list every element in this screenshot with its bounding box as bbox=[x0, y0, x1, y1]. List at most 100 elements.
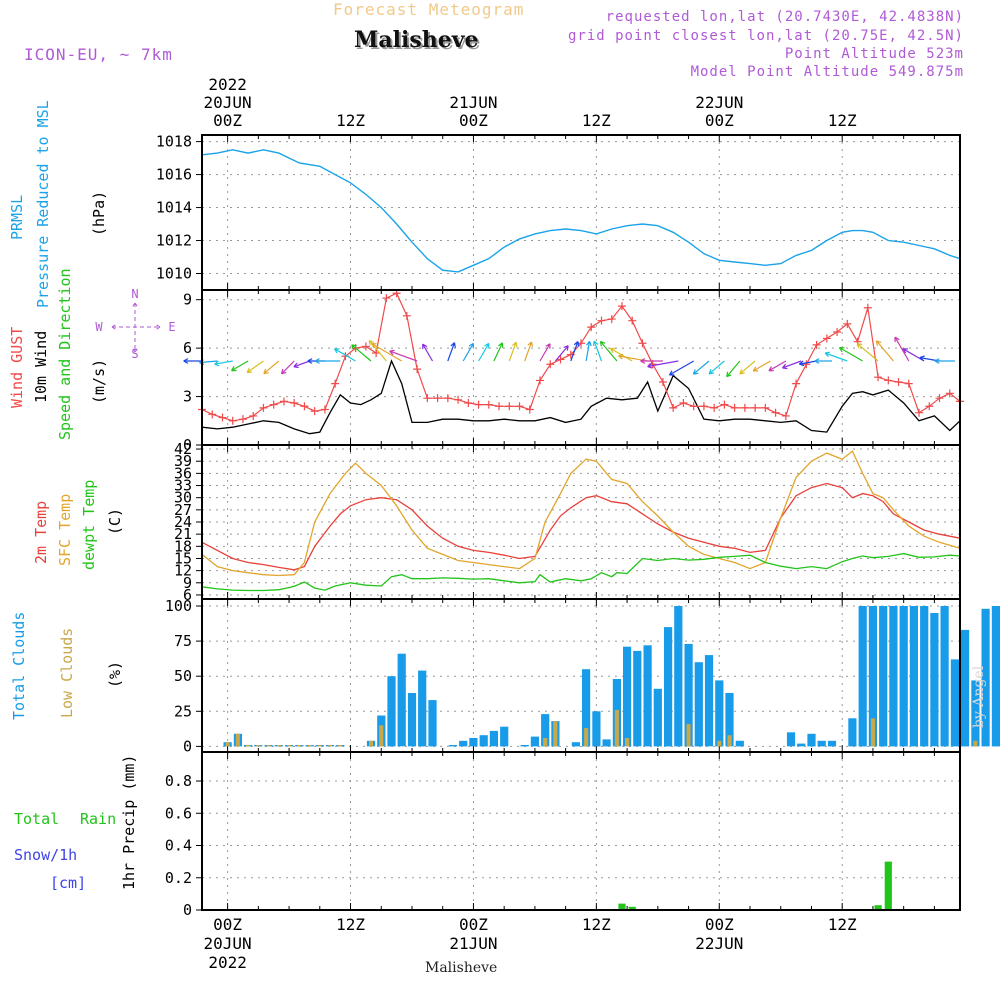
clouds-ytick-label: 100 bbox=[165, 597, 192, 615]
wind-label-speed-dir: Speed and Direction bbox=[56, 268, 74, 440]
top-time-label: 12Z bbox=[582, 111, 611, 130]
wind-direction-arrow bbox=[554, 345, 569, 362]
top-time-label: 00Z bbox=[459, 111, 488, 130]
temperature-ytick-label: 18 bbox=[174, 537, 192, 555]
wind-direction-arrow bbox=[447, 342, 456, 362]
low-cloud-bar bbox=[307, 745, 312, 747]
low-cloud-bar bbox=[584, 728, 589, 747]
bottom-time-label: 22JUN bbox=[695, 934, 743, 953]
wind-gust-point bbox=[505, 402, 514, 411]
low-cloud-bar bbox=[317, 745, 322, 747]
total-cloud-bar bbox=[582, 669, 591, 747]
chart-subtitle: Forecast Meteogram bbox=[333, 0, 525, 19]
total-cloud-bar bbox=[899, 606, 908, 747]
wind-direction-arrow bbox=[389, 349, 418, 362]
total-cloud-bar bbox=[797, 743, 806, 747]
total-cloud-bar bbox=[807, 733, 816, 747]
temp-label-sfc: SFC Temp bbox=[56, 494, 74, 566]
temp-line-dew bbox=[201, 552, 961, 592]
total-cloud-bar bbox=[909, 606, 918, 747]
wind-direction-arrow bbox=[263, 360, 280, 375]
wind-direction-arrow bbox=[856, 343, 879, 362]
wind-direction-arrow bbox=[246, 360, 264, 374]
wind-panel-frame bbox=[201, 289, 961, 446]
low-cloud-bar bbox=[379, 725, 384, 747]
grid-point-location: grid point closest lon,lat (20.75E, 42.5… bbox=[567, 28, 964, 44]
wind-direction-arrow bbox=[768, 360, 787, 372]
wind-gust-point bbox=[669, 403, 678, 412]
pressure-unit: (hPa) bbox=[90, 191, 108, 236]
total-cloud-bar bbox=[817, 740, 826, 747]
total-cloud-bar bbox=[397, 653, 406, 747]
wind-gust-point bbox=[843, 319, 852, 328]
total-cloud-bar bbox=[940, 606, 949, 747]
clouds-panel-frame bbox=[201, 598, 961, 753]
wind-direction-arrow bbox=[422, 343, 434, 362]
bottom-time-label: 00Z bbox=[459, 915, 488, 934]
total-cloud-bar bbox=[541, 714, 550, 747]
top-time-label: 00Z bbox=[213, 111, 242, 130]
pressure-line bbox=[201, 149, 961, 273]
wind-ytick-label: 3 bbox=[183, 388, 192, 406]
wind-direction-arrow bbox=[640, 358, 663, 364]
wind-gust-point bbox=[833, 327, 842, 336]
wind-gust-point bbox=[710, 403, 719, 412]
total-cloud-bar bbox=[571, 742, 580, 747]
total-cloud-bar bbox=[889, 606, 898, 747]
low-cloud-bar bbox=[246, 745, 251, 747]
total-cloud-bar bbox=[407, 693, 417, 747]
low-cloud-bar bbox=[717, 740, 722, 747]
total-cloud-bar bbox=[858, 606, 867, 747]
wind-gust-point bbox=[689, 402, 698, 411]
wind-gust-point bbox=[218, 413, 227, 422]
bottom-time-label: 21JUN bbox=[449, 934, 497, 953]
wind-gust-point bbox=[423, 394, 432, 403]
top-time-label: 20JUN bbox=[204, 93, 252, 112]
wind-gust-point bbox=[546, 360, 555, 369]
wind-gust-point bbox=[300, 402, 309, 411]
precip-ylabel: 1hr Precip (mm) bbox=[120, 755, 138, 890]
model-point-altitude: Model Point Altitude 549.875m bbox=[690, 64, 964, 80]
wind-direction-arrow bbox=[524, 341, 533, 362]
top-time-label: 12Z bbox=[828, 111, 857, 130]
total-cloud-bar bbox=[459, 740, 468, 747]
wind-direction-arrow bbox=[647, 360, 679, 369]
wind-direction-arrow bbox=[314, 358, 341, 364]
wind-direction-arrow bbox=[739, 360, 756, 375]
total-cloud-bar bbox=[735, 740, 744, 747]
bottom-time-label: 12Z bbox=[582, 915, 611, 934]
low-cloud-bar bbox=[256, 745, 261, 747]
wind-direction-arrow bbox=[726, 360, 741, 378]
low-cloud-bar bbox=[369, 740, 374, 747]
low-cloud-bar bbox=[614, 709, 619, 747]
total-cloud-bar bbox=[418, 670, 427, 747]
low-cloud-bar bbox=[276, 745, 281, 747]
wind-gust-point bbox=[761, 403, 770, 412]
precip-ytick-label: 0.4 bbox=[165, 837, 192, 855]
wind-label-10m: 10m Wind bbox=[32, 331, 50, 403]
pressure-ytick-label: 1016 bbox=[156, 166, 192, 184]
wind-gust-point bbox=[372, 348, 381, 357]
temp-label-2m: 2m Temp bbox=[32, 501, 50, 564]
wind-direction-arrow bbox=[692, 360, 710, 375]
total-cloud-bar bbox=[971, 680, 980, 747]
total-cloud-bar bbox=[694, 662, 703, 747]
clouds-label-low: Low Clouds bbox=[58, 628, 76, 718]
compass-east: E bbox=[168, 320, 175, 334]
wind-direction-arrow bbox=[508, 341, 518, 362]
wind-direction-arrow bbox=[570, 341, 580, 362]
wind-gust-point bbox=[617, 302, 626, 311]
wind-gust-point bbox=[597, 316, 606, 325]
wind-gust-point bbox=[771, 408, 780, 417]
compass-rose-icon bbox=[111, 302, 161, 353]
temperature-ytick-label: 12 bbox=[174, 562, 192, 580]
total-cloud-bar bbox=[520, 745, 529, 747]
clouds-ytick-label: 50 bbox=[174, 667, 192, 685]
wind-gust-point bbox=[699, 402, 708, 411]
temperature-ytick-label: 21 bbox=[174, 525, 192, 543]
wind-direction-arrow bbox=[599, 340, 618, 362]
wind-gust-point bbox=[279, 397, 288, 406]
wind-gust-point bbox=[238, 415, 247, 424]
pressure-ytick-label: 1012 bbox=[156, 232, 192, 250]
